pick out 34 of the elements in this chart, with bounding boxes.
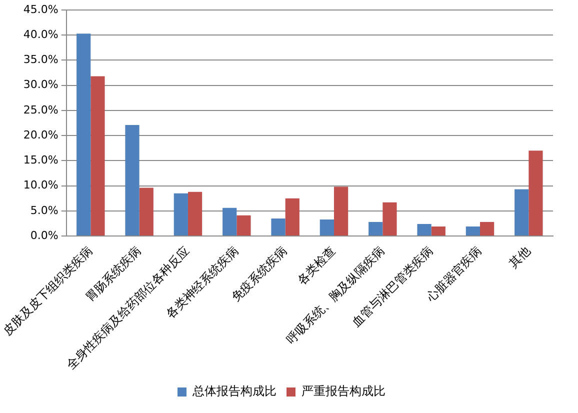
y-tick-label: 10.0% xyxy=(23,178,58,192)
bar xyxy=(320,219,334,236)
bar xyxy=(382,202,397,236)
y-tick-label: 45.0% xyxy=(23,2,58,16)
bar xyxy=(514,189,529,236)
legend-label: 严重报告构成比 xyxy=(302,384,386,398)
x-tick-label: 各类检查 xyxy=(294,244,338,288)
y-tick-label: 20.0% xyxy=(23,128,58,142)
bar xyxy=(188,192,202,236)
bar xyxy=(466,226,480,236)
y-tick-label: 5.0% xyxy=(30,204,58,217)
bar xyxy=(76,34,91,236)
bar xyxy=(528,150,543,236)
bar xyxy=(236,215,251,236)
bar xyxy=(174,193,188,236)
y-tick-label: 0.0% xyxy=(30,228,58,242)
bar xyxy=(125,125,140,236)
bar xyxy=(90,76,105,236)
legend-label: 总体报告构成比 xyxy=(192,384,276,398)
bar xyxy=(368,222,383,236)
bar xyxy=(271,218,286,236)
y-tick-label: 40.0% xyxy=(23,28,58,41)
y-tick-label: 35.0% xyxy=(23,53,58,66)
bar xyxy=(334,186,348,236)
y-tick-label: 30.0% xyxy=(23,78,58,92)
x-tick-label: 其他 xyxy=(506,244,533,270)
bar xyxy=(285,198,300,236)
bar xyxy=(139,188,154,236)
bar xyxy=(431,226,446,236)
y-tick-label: 25.0% xyxy=(23,103,58,116)
y-tick-label: 15.0% xyxy=(23,154,58,167)
bar xyxy=(417,224,432,236)
bar xyxy=(222,208,237,236)
bar xyxy=(480,222,494,236)
